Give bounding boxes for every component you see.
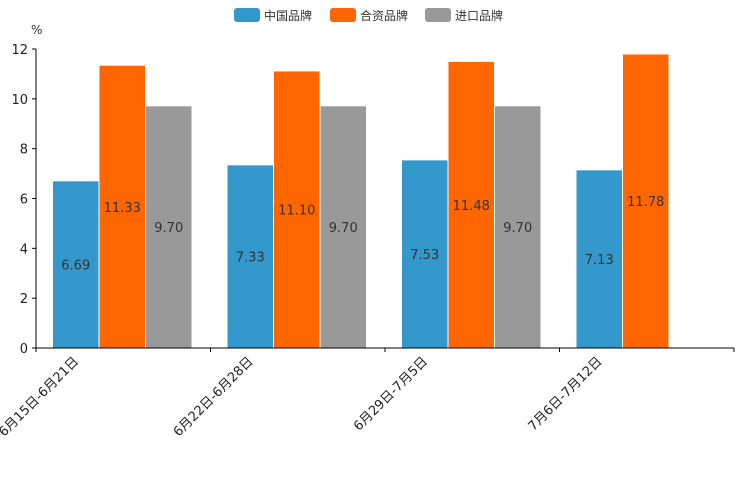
legend-label: 中国品牌	[264, 8, 312, 23]
data-label: 11.48	[453, 199, 490, 214]
y-tick-label: 0	[20, 342, 28, 357]
x-tick-label: 6月29日-7月5日	[351, 354, 431, 434]
bar	[402, 160, 448, 348]
legend-swatch	[234, 8, 260, 22]
y-tick-label: 2	[20, 292, 28, 307]
bar	[274, 71, 320, 349]
legend-label: 进口品牌	[455, 9, 503, 23]
bar	[448, 61, 494, 348]
bars: 6.69 11.33 9.70 7.33 11.10 9.70 7.53 11.48 9.70 7…	[53, 54, 669, 349]
x-tick-label: 6月15日-6月21日	[0, 354, 82, 440]
legend-label: 合资品牌	[360, 8, 408, 23]
data-label: 7.33	[236, 251, 265, 266]
data-label: 6.69	[61, 259, 90, 274]
bar	[227, 165, 273, 348]
x-tick-label: 7月6日-7月12日	[526, 354, 606, 434]
y-tick-label: 8	[20, 143, 28, 158]
data-label: 11.33	[104, 201, 141, 216]
bar	[320, 106, 366, 348]
legend: 中国品牌 合资品牌 进口品牌	[234, 8, 503, 23]
bar	[53, 181, 99, 348]
y-tick-label: 4	[20, 242, 28, 257]
bar	[99, 65, 145, 349]
data-label: 11.10	[278, 204, 315, 219]
bar	[623, 54, 669, 349]
x-tick-label: 6月22日-6月28日	[171, 354, 257, 440]
data-label: 9.70	[154, 221, 183, 236]
bar	[146, 106, 192, 348]
data-label: 7.53	[410, 248, 439, 263]
legend-swatch	[425, 8, 451, 22]
data-label: 9.70	[503, 221, 532, 236]
y-tick-label: 6	[20, 193, 28, 208]
y-tick-label: 10	[11, 93, 28, 108]
x-axis: 6月15日-6月21日 6月22日-6月28日 6月29日-7月5日 7月6日-7月1…	[0, 347, 735, 440]
data-label: 11.78	[627, 195, 664, 210]
y-axis-unit: %	[31, 23, 42, 37]
legend-swatch	[330, 8, 356, 22]
data-label: 9.70	[329, 221, 358, 236]
bar	[576, 170, 622, 348]
y-tick-label: 12	[11, 43, 28, 58]
y-axis: 0 2 4 6 8 10 12	[11, 43, 37, 357]
bar	[495, 106, 541, 348]
data-label: 7.13	[585, 253, 614, 268]
